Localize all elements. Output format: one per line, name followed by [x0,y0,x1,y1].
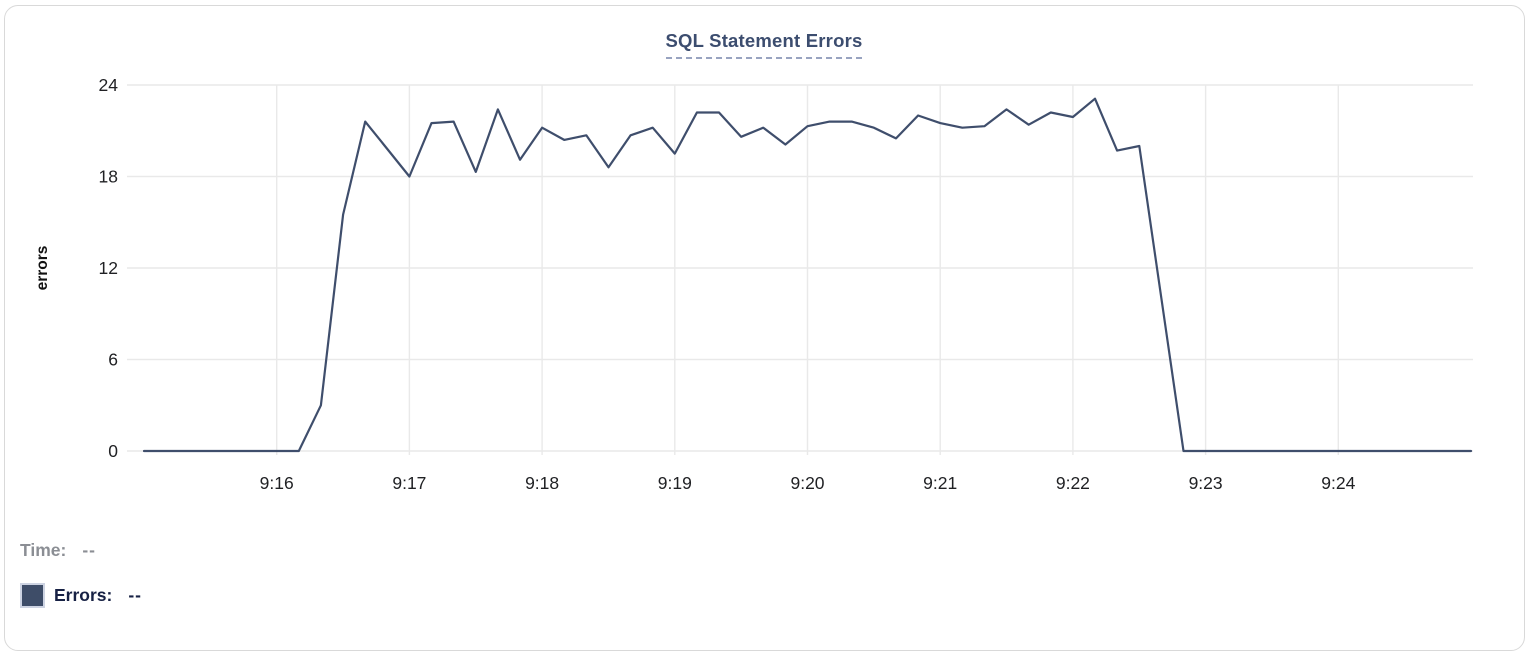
y-axis-label: errors [34,246,51,291]
x-tick-label: 9:20 [790,473,824,493]
errors-line-series[interactable] [142,97,1473,453]
hover-readout-errors: Errors: -- [20,583,142,608]
errors-series-swatch[interactable] [20,583,45,608]
chart-header: SQL Statement Errors [0,30,1528,59]
x-tick-label: 9:18 [525,473,559,493]
y-tick-label: 24 [99,75,119,95]
x-tick-label: 9:22 [1056,473,1090,493]
x-tick-label: 9:23 [1189,473,1223,493]
y-tick-label: 6 [108,350,118,370]
y-tick-label: 12 [99,258,118,278]
hover-readout-time: Time: -- [20,540,96,561]
x-tick-label: 9:19 [658,473,692,493]
errors-line-chart[interactable]: 0 6 12 18 24 9:16 9:17 9:18 9:19 9:20 9:21 9:22 9:23… [0,0,1528,510]
time-readout-value: -- [82,540,97,560]
errors-readout-value: -- [128,585,143,605]
x-tick-label: 9:17 [392,473,426,493]
x-tick-label: 9:16 [260,473,294,493]
x-tick-label: 9:21 [923,473,957,493]
y-tick-label: 18 [99,167,118,187]
time-readout-label: Time: [20,540,67,560]
chart-title[interactable]: SQL Statement Errors [665,30,863,59]
x-tick-label: 9:24 [1321,473,1355,493]
errors-readout-label: Errors: [54,585,113,605]
y-tick-label: 0 [108,441,118,461]
